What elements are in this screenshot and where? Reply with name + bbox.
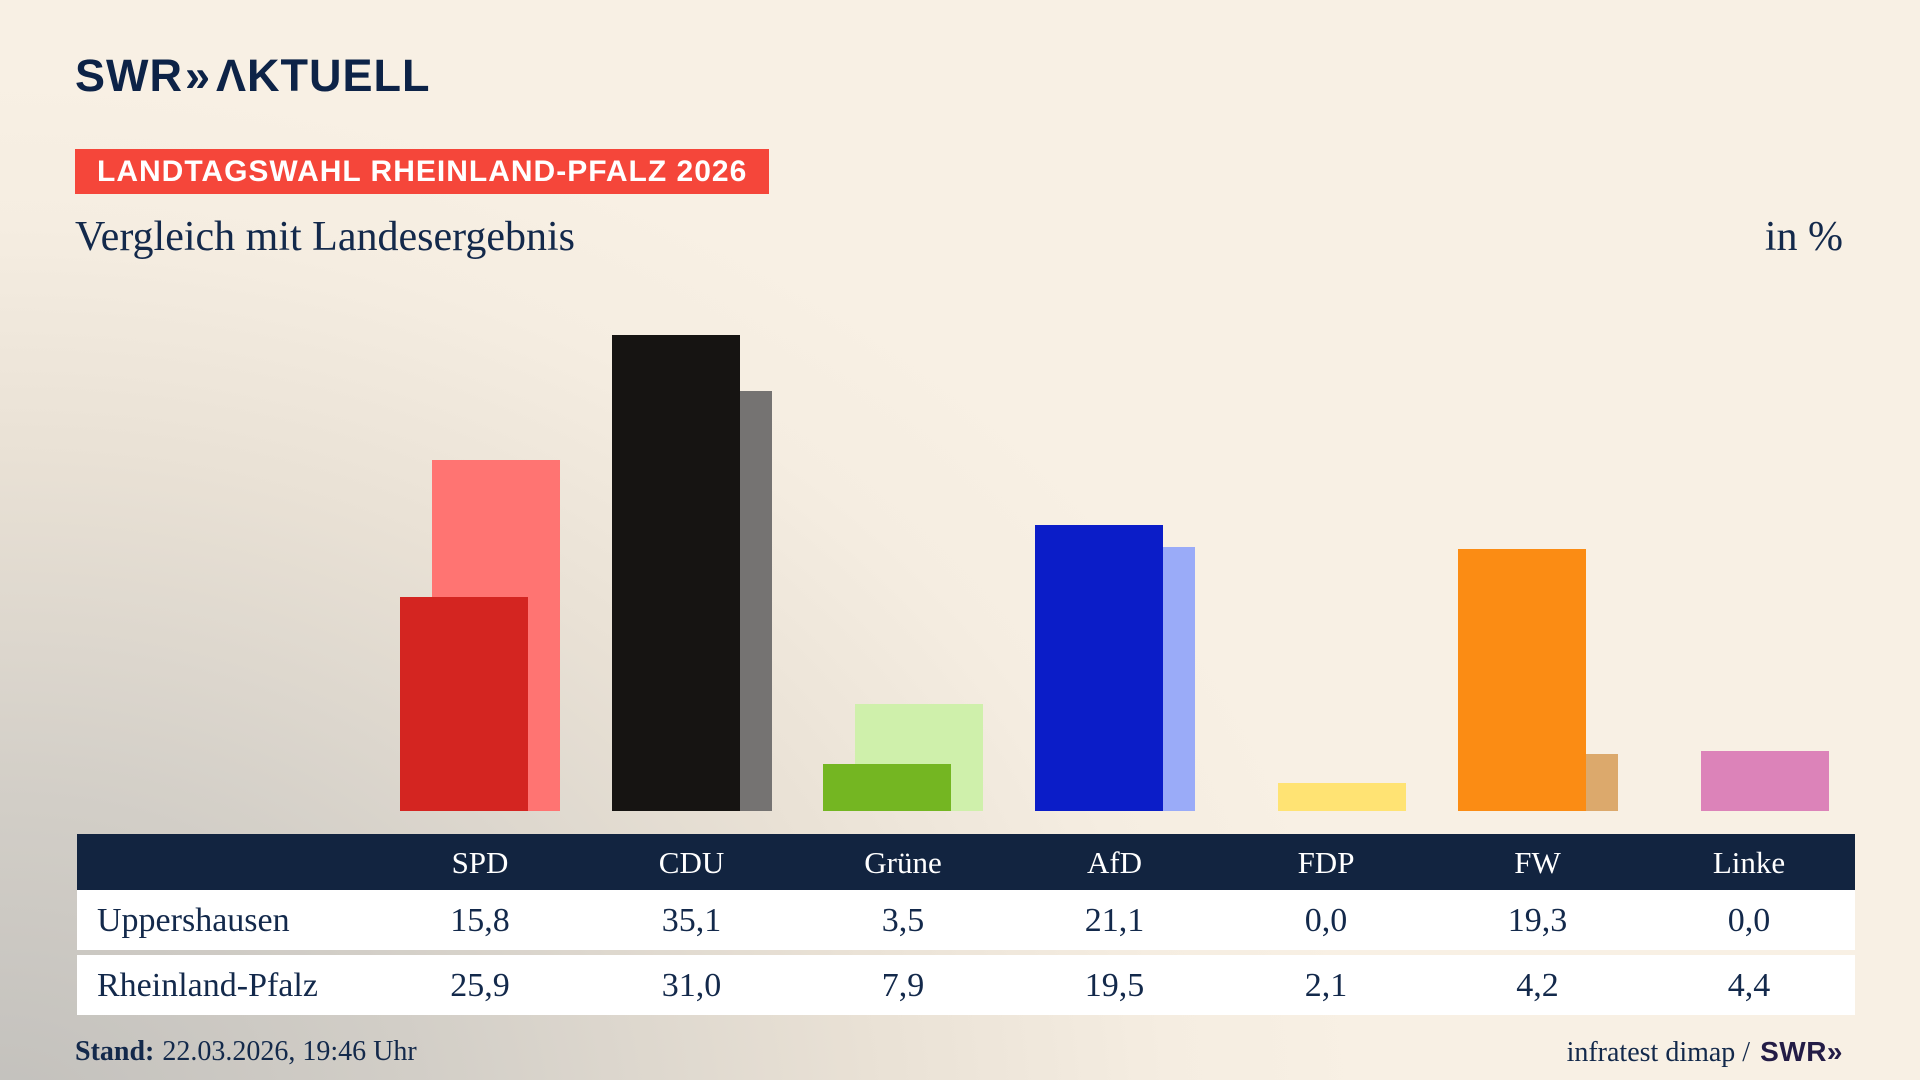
table-cell-rheinland-pfalz-linke: 4,4: [1727, 967, 1771, 1004]
logo-swr-text: SWR: [75, 50, 183, 101]
table-cell-uppershausen-linke: 0,0: [1727, 902, 1771, 939]
table-cell-uppershausen-gruene: 3,5: [881, 902, 925, 939]
table-cell-rheinland-pfalz-gruene: 7,9: [881, 967, 925, 1004]
results-table: SPD CDU Grüne AfD FDP FW Linke Uppershausen 15,8…: [77, 834, 1855, 1015]
table-cell-uppershausen-cdu: 35,1: [661, 902, 722, 939]
stand-label: Stand:: [75, 1036, 155, 1067]
stand-value: 22.03.2026, 19:46 Uhr: [162, 1036, 417, 1067]
table-row-uppershausen: Uppershausen 15,8 35,1 3,5 21,1 0,0 19,3 0,0: [77, 890, 1855, 950]
table-header-fw: FW: [1514, 845, 1561, 880]
table-header-row: SPD CDU Grüne AfD FDP FW Linke: [77, 834, 1855, 890]
swr-aktuell-logo: SWR» ΛKTUELL: [75, 50, 431, 102]
source-swr-logo: SWR»: [1760, 1036, 1843, 1067]
table-cell-uppershausen-fw: 19,3: [1507, 902, 1568, 939]
logo-aktuell-text: ΛKTUELL: [216, 50, 431, 101]
table-cell-rheinland-pfalz-fdp: 2,1: [1304, 967, 1348, 1004]
unit-label: in %: [1764, 214, 1843, 260]
table-cell-rheinland-pfalz-spd: 25,9: [450, 967, 510, 1004]
bar-uppershausen-afd: [1034, 525, 1163, 811]
source-credit: infratest dimap / SWR»: [1567, 1036, 1843, 1069]
bar-uppershausen-fw: [1457, 549, 1586, 811]
logo-chevrons-icon: »: [185, 50, 211, 101]
row-label-rheinland-pfalz: Rheinland-Pfalz: [97, 967, 318, 1004]
stand-timestamp: Stand: 22.03.2026, 19:46 Uhr: [75, 1036, 417, 1068]
row-label-uppershausen: Uppershausen: [97, 902, 290, 939]
table-header-spd: SPD: [451, 845, 509, 880]
bar-rheinland-pfalz-fdp: [1278, 783, 1406, 811]
bar-uppershausen-spd: [400, 597, 528, 811]
table-cell-uppershausen-afd: 21,1: [1084, 902, 1145, 939]
source-text: infratest dimap /: [1566, 1037, 1751, 1068]
election-badge: LANDTAGSWAHL RHEINLAND-PFALZ 2026: [75, 149, 770, 194]
table-header-gruene: Grüne: [864, 845, 942, 880]
table-header-cdu: CDU: [658, 845, 725, 880]
table-cell-rheinland-pfalz-cdu: 31,0: [661, 967, 722, 1004]
bar-uppershausen-cdu: [611, 335, 740, 811]
table-cell-uppershausen-fdp: 0,0: [1304, 902, 1348, 939]
table-header-fdp: FDP: [1297, 845, 1355, 880]
table-cell-rheinland-pfalz-fw: 4,2: [1516, 967, 1559, 1004]
chart-title: Vergleich mit Landesergebnis: [75, 214, 575, 260]
table-cell-uppershausen-spd: 15,8: [450, 902, 510, 939]
bar-rheinland-pfalz-linke: [1701, 751, 1829, 811]
table-header-afd: AfD: [1086, 845, 1143, 880]
bar-uppershausen-gruene: [823, 764, 951, 811]
table-row-rheinland-pfalz: Rheinland-Pfalz 25,9 31,0 7,9 19,5 2,1 4,2 4,4: [77, 955, 1855, 1015]
table-header-linke: Linke: [1712, 845, 1786, 880]
table-cell-rheinland-pfalz-afd: 19,5: [1084, 967, 1145, 1004]
